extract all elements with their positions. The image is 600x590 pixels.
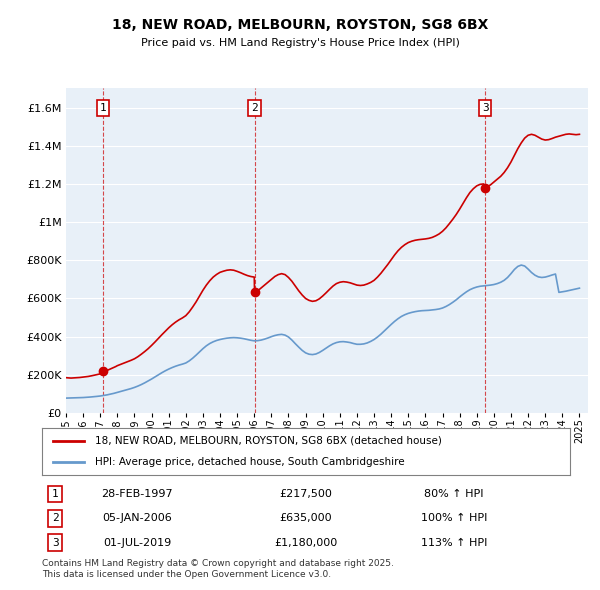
Text: 18, NEW ROAD, MELBOURN, ROYSTON, SG8 6BX: 18, NEW ROAD, MELBOURN, ROYSTON, SG8 6BX [112, 18, 488, 32]
Text: 3: 3 [482, 103, 488, 113]
Text: 18, NEW ROAD, MELBOURN, ROYSTON, SG8 6BX (detached house): 18, NEW ROAD, MELBOURN, ROYSTON, SG8 6BX… [95, 436, 442, 446]
Text: 01-JUL-2019: 01-JUL-2019 [103, 538, 171, 548]
Text: £635,000: £635,000 [280, 513, 332, 523]
Text: 100% ↑ HPI: 100% ↑ HPI [421, 513, 487, 523]
Text: 28-FEB-1997: 28-FEB-1997 [101, 489, 173, 499]
Text: £1,180,000: £1,180,000 [274, 538, 338, 548]
Text: £217,500: £217,500 [280, 489, 332, 499]
Text: 1: 1 [52, 489, 59, 499]
Text: 2: 2 [52, 513, 59, 523]
Text: HPI: Average price, detached house, South Cambridgeshire: HPI: Average price, detached house, Sout… [95, 457, 404, 467]
Text: 1: 1 [100, 103, 106, 113]
Text: 2: 2 [251, 103, 258, 113]
Text: 80% ↑ HPI: 80% ↑ HPI [424, 489, 484, 499]
Text: Price paid vs. HM Land Registry's House Price Index (HPI): Price paid vs. HM Land Registry's House … [140, 38, 460, 48]
Text: 05-JAN-2006: 05-JAN-2006 [102, 513, 172, 523]
Text: Contains HM Land Registry data © Crown copyright and database right 2025.
This d: Contains HM Land Registry data © Crown c… [42, 559, 394, 579]
Text: 113% ↑ HPI: 113% ↑ HPI [421, 538, 487, 548]
Text: 3: 3 [52, 538, 59, 548]
